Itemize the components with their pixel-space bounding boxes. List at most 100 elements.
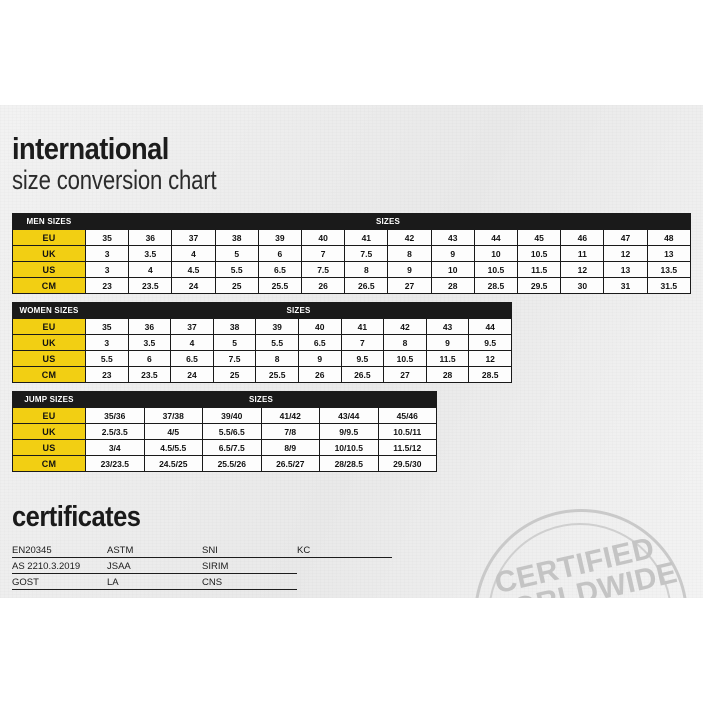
table-cell: 35 [84, 229, 130, 246]
table-cell: 5.5 [255, 334, 299, 351]
table-cell: 9/9.5 [319, 423, 379, 440]
certificate-item: ASTM [107, 542, 202, 558]
men-sizes-table: MEN SIZES SIZES EU 35 36 37 38 39 40 41 42 43 44 45 46… [12, 213, 692, 294]
table-cell: 7 [340, 334, 385, 351]
table-cell: 7.5 [301, 261, 346, 278]
table-cell: 37 [171, 229, 216, 246]
table-cell: 24.5/25 [143, 455, 203, 472]
certificate-row: GOST LA CNS [12, 574, 392, 590]
women-corner-label: WOMEN SIZES [12, 302, 86, 319]
table-cell: 26 [297, 366, 342, 383]
table-cell: 10.5/11 [377, 423, 437, 440]
table-cell: 23/23.5 [85, 455, 145, 472]
table-cell: 3 [84, 245, 130, 262]
table-cell: 5.5 [214, 261, 259, 278]
table-cell: 9 [430, 245, 475, 262]
table-cell: 25.5 [255, 366, 299, 383]
men-sizes-span-label: SIZES [85, 213, 691, 230]
table-cell: 7/8 [260, 423, 320, 440]
table-cell: 10.5 [383, 350, 427, 367]
certificate-blank [297, 558, 392, 574]
table-cell: 38 [212, 318, 257, 335]
men-row-label-us: US [12, 261, 86, 278]
table-cell: 41/42 [260, 407, 320, 424]
table-cell: 36 [128, 229, 173, 246]
table-cell: 36 [127, 318, 172, 335]
table-row: UK 3 3.5 4 5 5.5 6.5 7 8 9 9.5 [12, 334, 512, 351]
table-cell: 5 [212, 334, 257, 351]
certificate-item: JSAA [107, 558, 202, 574]
table-cell: 23 [84, 277, 130, 294]
table-cell: 24 [170, 366, 214, 383]
table-row: CM 23/23.5 24.5/25 25.5/26 26.5/27 28/28.5 29.… [12, 455, 437, 472]
table-cell: 11 [560, 245, 605, 262]
table-cell: 8 [387, 245, 432, 262]
certified-worldwide-stamp: CERTIFIED WORLDWIDE [452, 509, 702, 598]
women-row-label-uk: UK [12, 334, 86, 351]
jump-sizes-span-label: SIZES [85, 391, 437, 408]
table-cell: 39 [255, 318, 299, 335]
poster-background: CERTIFIED WORLDWIDE international size c… [0, 105, 703, 598]
women-sizes-table: WOMEN SIZES SIZES EU 35 36 37 38 39 40 41 42 43 44 UK… [12, 302, 512, 383]
table-cell: 27 [383, 366, 427, 383]
table-row: US 3 4 4.5 5.5 6.5 7.5 8 9 10 10.5 11.5 12 13 13.5 [12, 261, 692, 278]
table-cell: 26.5 [344, 277, 389, 294]
jump-row-label-eu: EU [12, 407, 86, 424]
jump-corner-label: JUMP SIZES [12, 391, 86, 408]
table-cell: 9.5 [468, 334, 512, 351]
certificate-item: SNI [202, 542, 297, 558]
table-cell: 6.5/7.5 [202, 439, 262, 456]
table-cell: 3 [85, 334, 129, 351]
title-line-size-conversion-chart: size conversion chart [12, 165, 217, 195]
certificate-item: LA [107, 574, 202, 590]
table-cell: 43/44 [319, 407, 379, 424]
men-row-label-cm: CM [12, 277, 86, 294]
table-cell: 26 [301, 277, 346, 294]
table-cell: 6.5 [170, 350, 214, 367]
women-sizes-span-label: SIZES [85, 302, 512, 319]
table-cell: 13.5 [646, 261, 692, 278]
men-row-label-eu: EU [12, 229, 86, 246]
table-row: EU 35 36 37 38 39 40 41 42 43 44 [12, 318, 512, 335]
men-row-label-uk: UK [12, 245, 86, 262]
table-cell: 8 [383, 334, 427, 351]
table-cell: 28 [430, 277, 475, 294]
table-cell: 4/5 [143, 423, 203, 440]
women-table-header-row: WOMEN SIZES SIZES [12, 302, 512, 319]
table-cell: 24 [171, 277, 216, 294]
stamp-outer-ring [474, 509, 688, 598]
table-cell: 48 [646, 229, 692, 246]
table-cell: 42 [383, 318, 427, 335]
table-cell: 26.5/27 [260, 455, 320, 472]
table-cell: 9 [387, 261, 432, 278]
table-cell: 47 [603, 229, 648, 246]
table-cell: 5 [214, 245, 259, 262]
stamp-text: CERTIFIED WORLDWIDE [454, 525, 701, 598]
table-cell: 25 [212, 366, 257, 383]
table-row: CM 23 23.5 24 25 25.5 26 26.5 27 28 28.5 29.5 30 31 31… [12, 277, 692, 294]
table-cell: 46 [560, 229, 605, 246]
certificate-item: CNS [202, 574, 297, 590]
table-cell: 7.5 [212, 350, 257, 367]
table-cell: 3 [84, 261, 130, 278]
table-cell: 11.5/12 [377, 439, 437, 456]
table-cell: 7.5 [344, 245, 389, 262]
table-cell: 10 [473, 245, 519, 262]
table-cell: 12 [603, 245, 648, 262]
table-cell: 28.5 [468, 366, 512, 383]
jump-row-label-cm: CM [12, 455, 86, 472]
table-cell: 10 [430, 261, 475, 278]
table-cell: 7 [301, 245, 346, 262]
jump-table-header-row: JUMP SIZES SIZES [12, 391, 437, 408]
men-table-header-row: MEN SIZES SIZES [12, 213, 691, 230]
table-cell: 2.5/3.5 [85, 423, 145, 440]
table-cell: 23.5 [128, 277, 173, 294]
table-cell: 3.5 [128, 245, 173, 262]
table-cell: 27 [387, 277, 432, 294]
page-title: international size conversion chart [12, 133, 261, 194]
table-cell: 12 [468, 350, 512, 367]
table-cell: 10.5 [473, 261, 519, 278]
certificate-item: SIRIM [202, 558, 297, 574]
table-cell: 41 [344, 229, 389, 246]
certificates-heading: certificates [12, 501, 141, 533]
